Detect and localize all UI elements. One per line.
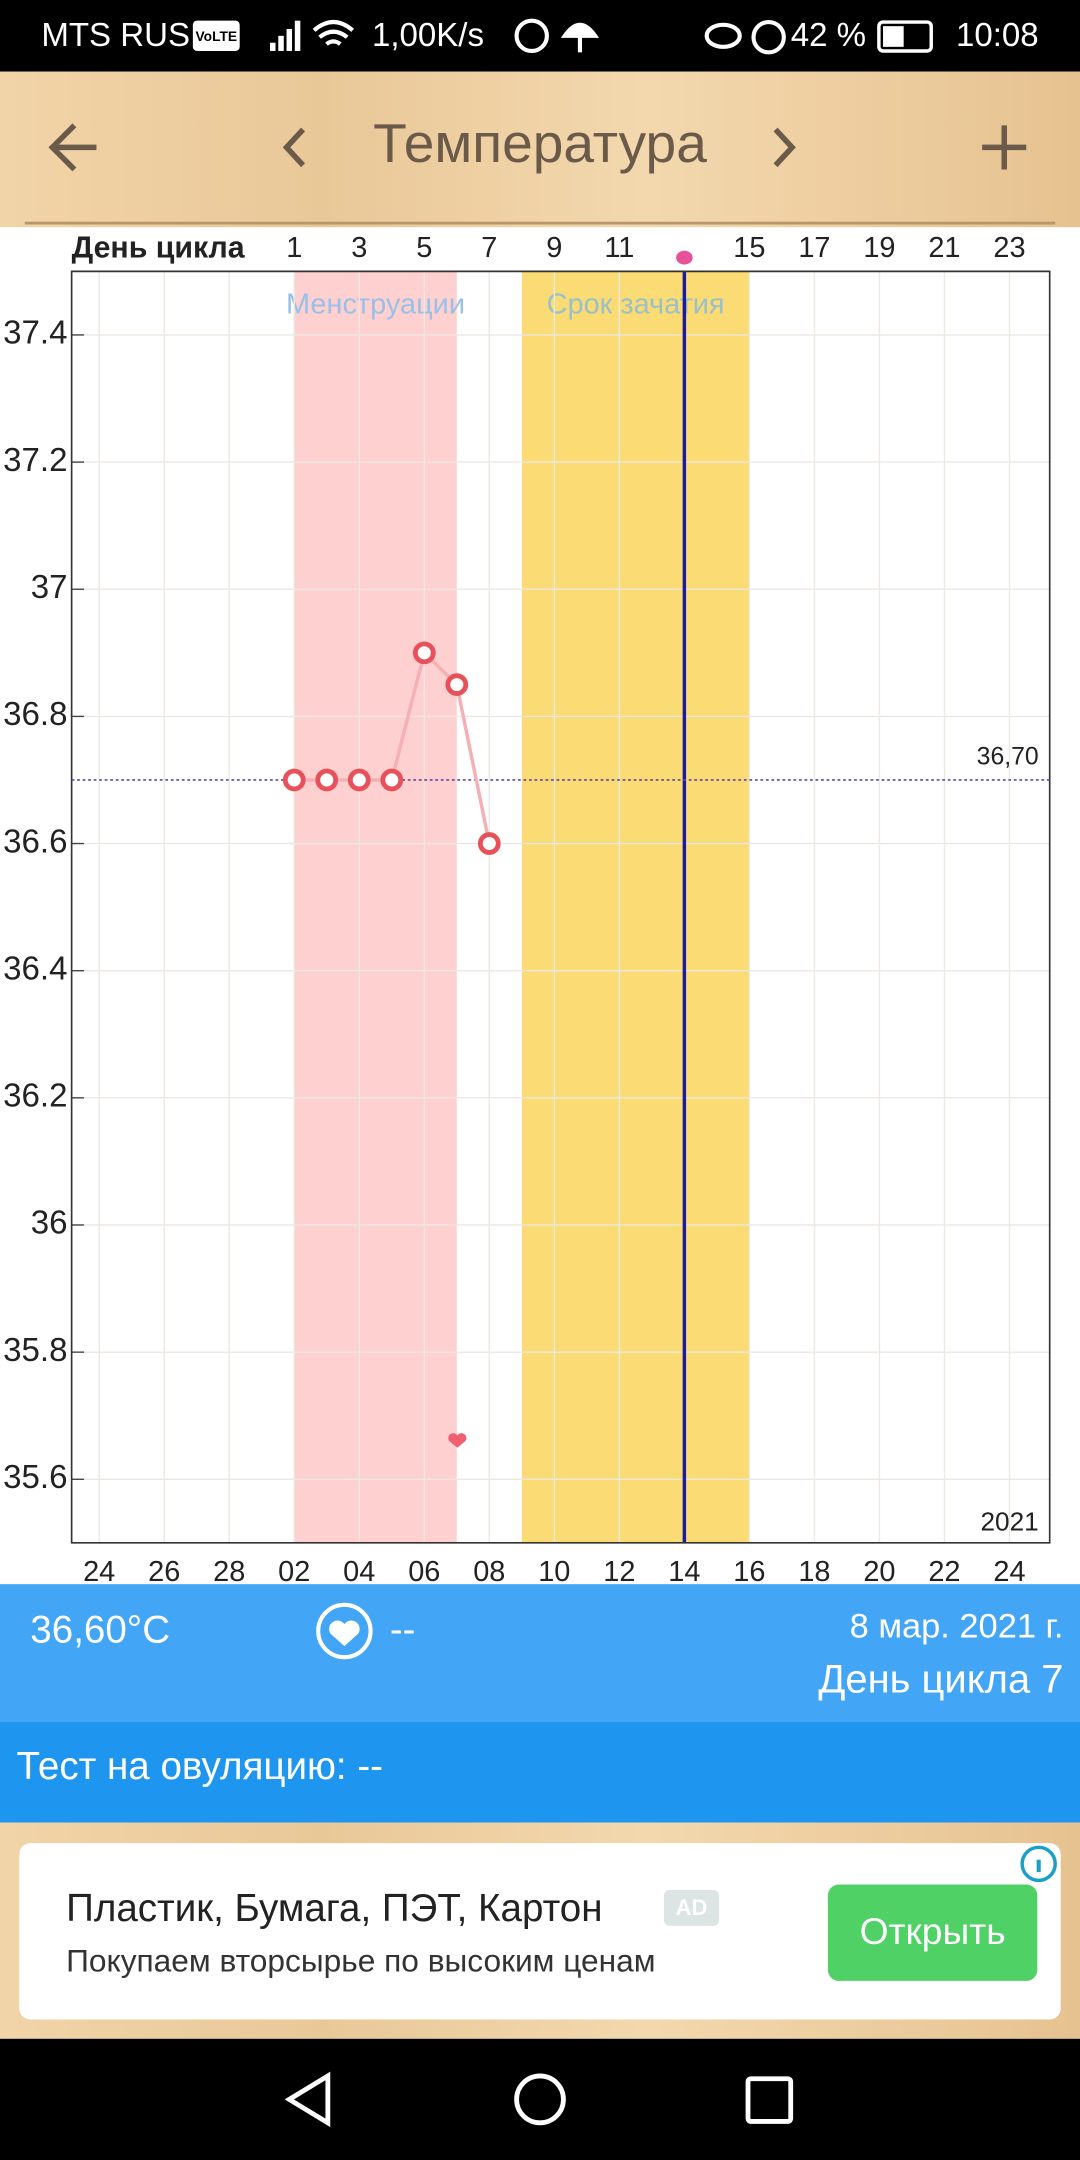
- y-tick-label: 37.2: [3, 442, 67, 479]
- reference-label: 36,70: [977, 743, 1039, 770]
- ovulation-dot: [676, 250, 693, 265]
- alarm-icon: [751, 19, 786, 55]
- plot-frame: [70, 270, 1051, 1544]
- band-label: Менструации: [286, 288, 465, 320]
- y-tick-label: 36: [31, 1205, 68, 1242]
- cycle-day: День цикла 7: [818, 1658, 1063, 1702]
- band: [294, 271, 457, 1543]
- ad-info-icon[interactable]: [1020, 1845, 1057, 1883]
- heart-icon: [329, 1620, 360, 1647]
- battery-fill: [883, 26, 904, 47]
- nav-bar: [0, 2038, 1080, 2160]
- y-tick-label: 36.4: [3, 950, 67, 987]
- wifi-icon: [312, 19, 354, 46]
- battery-icon: [877, 20, 933, 53]
- x-tick-label: 24: [83, 1556, 115, 1588]
- whatsapp-icon: [514, 18, 549, 54]
- header: [0, 71, 1080, 228]
- ovulation-test: Тест на овуляцию: --: [17, 1745, 384, 1788]
- x-tick-label: 26: [148, 1556, 180, 1588]
- ad-card[interactable]: [19, 1843, 1061, 2020]
- heart-marker: [448, 1433, 467, 1448]
- speed: 1,00K/s: [372, 17, 484, 54]
- cycle-day-label: 7: [481, 232, 497, 264]
- date: 8 мар. 2021 г.: [850, 1607, 1064, 1645]
- header-title: Температура: [373, 112, 707, 174]
- cycle-day-label: 19: [863, 232, 895, 264]
- x-tick-label: 04: [343, 1556, 375, 1588]
- ad-title: Пластик, Бумага, ПЭТ, Картон: [66, 1887, 602, 1930]
- ad-badge-text: AD: [676, 1895, 708, 1920]
- cycle-day-label: 9: [546, 232, 562, 264]
- add-button[interactable]: [982, 125, 1027, 170]
- x-tick-label: 18: [798, 1556, 830, 1588]
- year-label: 2021: [980, 1506, 1038, 1536]
- cycle-day-label: 11: [604, 232, 634, 264]
- cycle-day-label: 3: [351, 232, 367, 264]
- temperature-point: [477, 832, 501, 855]
- temperature-point: [282, 768, 306, 792]
- x-tick-label: 12: [603, 1556, 635, 1588]
- x-tick-label: 24: [993, 1556, 1025, 1588]
- heart-button[interactable]: [316, 1602, 373, 1660]
- ovulation-test-bar[interactable]: [0, 1721, 1080, 1823]
- y-tick-label: 36.2: [3, 1078, 67, 1115]
- signal-icon: [270, 20, 301, 51]
- chart: Менструации Срок зачатия 24 26 28 02 1 04 3 06 5 08…: [3, 231, 1051, 1588]
- battery-level: 42 %: [791, 17, 866, 54]
- temperature: 36,60°C: [30, 1609, 170, 1652]
- x-tick-label: 06: [408, 1556, 440, 1588]
- x-tick-label: 16: [733, 1556, 765, 1588]
- nav-recent[interactable]: [745, 2076, 794, 2124]
- y-tick-label: 37.4: [3, 315, 67, 352]
- x-tick-label: 02: [278, 1556, 310, 1588]
- cycle-day-label: 21: [928, 232, 960, 264]
- y-tick-label: 36.6: [3, 823, 67, 860]
- band-label: Срок зачатия: [547, 288, 725, 320]
- ad-button-text: Открыть: [860, 1910, 1006, 1952]
- carrier: MTS RUS: [41, 17, 190, 54]
- y-tick-label: 35.8: [3, 1332, 67, 1369]
- heart-value: --: [390, 1609, 416, 1652]
- temperature-point: [347, 768, 371, 792]
- y-tick-label: 37: [31, 569, 68, 606]
- temperature-point: [445, 673, 469, 696]
- eye-icon: [704, 22, 742, 49]
- cycle-day-label: 23: [993, 232, 1025, 264]
- top-axis-label: День цикла: [72, 231, 246, 264]
- x-tick-label: 08: [473, 1556, 505, 1588]
- x-tick-label: 28: [213, 1556, 245, 1588]
- x-tick-label: 22: [928, 1556, 960, 1588]
- temperature-point: [315, 768, 339, 792]
- ad-subtitle: Покупаем вторсырье по высоким ценам: [66, 1942, 655, 1978]
- umbrella-icon: [560, 22, 600, 53]
- band: [521, 271, 750, 1543]
- y-tick-label: 35.6: [3, 1459, 67, 1496]
- ad-badge: [663, 1890, 720, 1926]
- cycle-day-label: 17: [798, 232, 830, 264]
- temperature-point: [412, 641, 436, 665]
- y-tick-label: 36.8: [3, 696, 67, 733]
- temperature-point: [380, 768, 404, 792]
- x-tick-label: 10: [538, 1556, 570, 1588]
- back-button[interactable]: [48, 123, 97, 172]
- next-button[interactable]: [773, 127, 796, 168]
- clock: 10:08: [956, 17, 1039, 54]
- x-tick-label: 20: [863, 1556, 895, 1588]
- nav-back[interactable]: [284, 2071, 331, 2128]
- x-tick-label: 14: [668, 1556, 700, 1588]
- cycle-day-label: 1: [286, 232, 302, 264]
- cycle-day-label: 15: [733, 232, 765, 264]
- nav-home[interactable]: [514, 2073, 566, 2126]
- info-panel: [0, 1584, 1080, 1722]
- cycle-day-label: 5: [416, 232, 432, 264]
- volte: VoLTE: [196, 29, 238, 44]
- ad-button[interactable]: [827, 1884, 1038, 1981]
- ad-info-stem: [1036, 1859, 1041, 1873]
- prev-button[interactable]: [282, 127, 306, 168]
- volte-badge: [192, 20, 240, 51]
